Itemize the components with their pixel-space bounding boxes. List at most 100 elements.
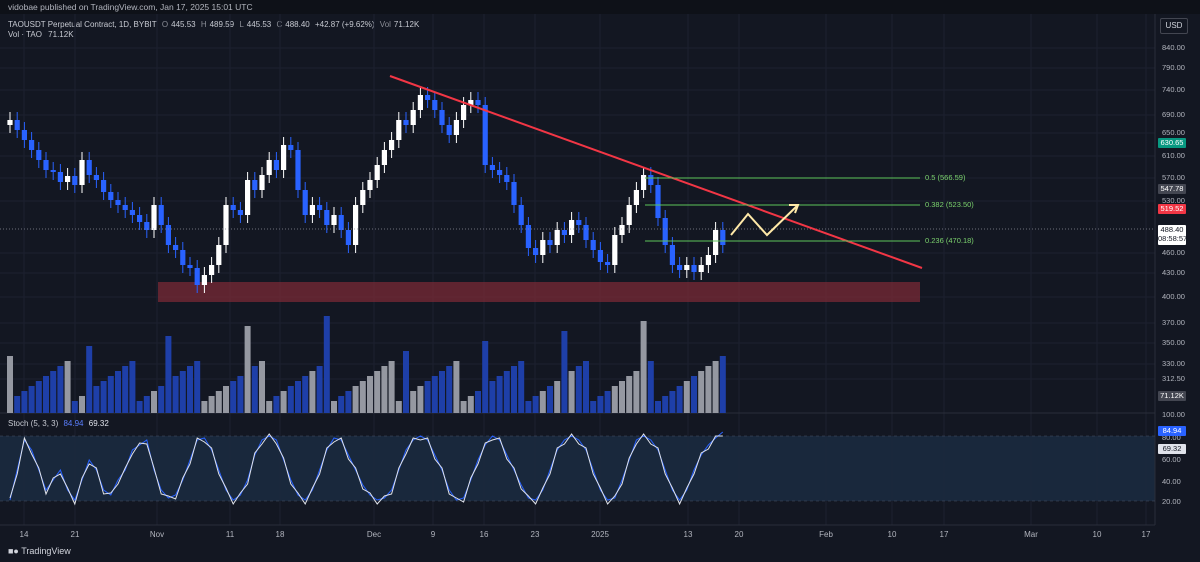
change-value: +42.87 (+9.62%) — [314, 20, 375, 29]
volume-bar — [712, 361, 719, 413]
volume-bar — [388, 361, 395, 413]
volume-bar — [439, 371, 445, 413]
candle-body — [216, 245, 222, 265]
volume-bar — [719, 356, 726, 413]
time-label: 17 — [939, 530, 949, 539]
volume-bar — [259, 361, 265, 413]
candle-body — [295, 150, 301, 190]
candle-body — [677, 265, 683, 270]
time-label: 13 — [683, 530, 693, 539]
price-tag-519: 519.52 — [1158, 204, 1186, 214]
candle-body — [65, 176, 71, 182]
volume-bar — [669, 391, 676, 413]
time-label: 16 — [479, 530, 489, 539]
volume-bar — [273, 396, 280, 413]
volume-bar — [14, 396, 21, 413]
candle-body — [21, 130, 27, 140]
candle-body — [374, 165, 380, 180]
candle-body — [403, 120, 409, 125]
volume-bar — [532, 396, 539, 413]
candle-body — [180, 250, 186, 265]
candle-body — [129, 210, 135, 215]
volume-bar — [93, 386, 100, 413]
candle-body — [144, 222, 150, 230]
candle-body — [417, 95, 423, 110]
volume-bar — [655, 401, 661, 413]
volume-bar — [554, 381, 561, 413]
volume-bar — [165, 336, 172, 413]
candle-body — [554, 230, 560, 245]
volume-bar — [619, 381, 625, 413]
candle-body — [446, 125, 452, 135]
candle-body — [273, 160, 279, 170]
currency-button[interactable]: USD — [1160, 18, 1188, 34]
time-label: 10 — [1092, 530, 1102, 539]
volume-bar — [280, 391, 287, 413]
candle-body — [705, 255, 711, 265]
candle-body — [201, 275, 207, 285]
candle-body — [165, 225, 171, 245]
volume-bar — [489, 381, 496, 413]
volume-bar — [539, 391, 546, 413]
candle-body — [331, 215, 337, 225]
volume-bar — [590, 401, 597, 413]
volume-bar — [417, 386, 424, 413]
price-label: 40.00 — [1162, 477, 1181, 486]
stoch-band — [0, 436, 1155, 501]
volume-bar — [223, 386, 229, 413]
resistance-trendline[interactable] — [389, 75, 923, 269]
volume-bar — [323, 316, 330, 413]
volume-bar — [244, 326, 251, 413]
volume-bar — [266, 401, 273, 413]
volume-bar — [683, 381, 690, 413]
candle-body — [720, 230, 726, 245]
low-value: 445.53 — [246, 20, 272, 29]
candle-body — [266, 160, 272, 175]
candle-body — [626, 205, 632, 225]
volume-bar — [518, 361, 525, 413]
volume-bar — [633, 371, 640, 413]
open-value: 445.53 — [171, 20, 196, 29]
stoch-legend[interactable]: Stoch (5, 3, 3) 84.94 69.32 — [8, 419, 109, 428]
volume-bar — [705, 366, 712, 413]
volume-bar — [172, 376, 179, 413]
candle-body — [115, 200, 121, 205]
fib-label-0-5: 0.5 (566.59) — [925, 173, 966, 182]
stoch-k-value: 84.94 — [63, 419, 84, 428]
tradingview-logo[interactable]: ■● TradingView — [8, 546, 71, 556]
stoch-name: Stoch (5, 3, 3) — [8, 419, 59, 428]
price-tag-547: 547.78 — [1158, 184, 1186, 194]
candle-body — [655, 185, 661, 218]
candle-countdown: 08:58:57 — [1158, 234, 1188, 243]
price-label: 370.00 — [1162, 318, 1185, 327]
volume-bar — [453, 361, 460, 413]
candle-body — [468, 100, 474, 105]
price-label: 610.00 — [1162, 151, 1185, 160]
time-label: 9 — [430, 530, 436, 539]
volume-bar — [496, 376, 503, 413]
volume-bar — [71, 401, 78, 413]
price-label: 330.00 — [1162, 359, 1185, 368]
candle-body — [389, 140, 395, 150]
support-zone[interactable] — [158, 282, 920, 302]
volume-legend[interactable]: Vol · TAO 71.12K — [8, 30, 74, 39]
time-label: 14 — [19, 530, 29, 539]
candle-body — [288, 145, 294, 150]
candle-body — [540, 240, 546, 255]
time-label: Feb — [819, 530, 833, 539]
candle-body — [93, 175, 99, 180]
projection-path[interactable] — [730, 204, 799, 237]
time-label: 23 — [530, 530, 540, 539]
volume-bar — [21, 391, 28, 413]
stoch-d-tag: 69.32 — [1158, 444, 1186, 454]
candle-body — [237, 210, 243, 215]
volume-bar — [345, 391, 352, 413]
candle-body — [504, 175, 510, 182]
price-label: 790.00 — [1162, 63, 1185, 72]
fib-label-0-236: 0.236 (470.18) — [925, 236, 974, 245]
volume-bar — [179, 371, 186, 413]
candle-body — [43, 160, 49, 170]
volume-legend-label: Vol · TAO — [8, 30, 42, 39]
